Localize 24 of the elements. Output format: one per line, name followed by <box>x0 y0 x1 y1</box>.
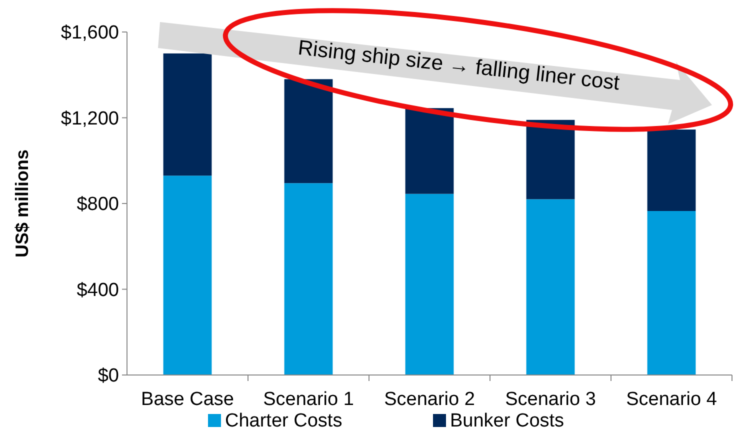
bar <box>647 211 696 375</box>
legend-label: Bunker Costs <box>450 410 564 432</box>
y-tick-label: $400 <box>76 280 119 301</box>
x-tick-label: Scenario 2 <box>384 389 475 410</box>
bar <box>405 108 454 194</box>
bar <box>526 199 575 375</box>
y-tick-label: $1,200 <box>60 108 119 130</box>
x-tick-label: Scenario 4 <box>626 389 718 410</box>
y-tick-label: $800 <box>76 194 119 216</box>
bar <box>163 176 212 375</box>
bar <box>526 120 575 200</box>
x-tick-label: Scenario 1 <box>263 389 354 410</box>
bar <box>647 130 696 212</box>
y-tick-label: $1,600 <box>60 22 119 44</box>
legend-label: Charter Costs <box>225 410 342 432</box>
annotation: Rising ship size → falling liner cost <box>296 36 621 95</box>
x-tick-label: Base Case <box>141 389 234 410</box>
bar <box>284 183 333 375</box>
x-tick-label: Scenario 3 <box>505 389 596 410</box>
bar <box>405 194 454 375</box>
y-tick-label: $0 <box>98 366 119 387</box>
bar <box>163 53 212 176</box>
y-axis-title: US$ millions <box>12 149 32 258</box>
bar <box>284 79 333 184</box>
